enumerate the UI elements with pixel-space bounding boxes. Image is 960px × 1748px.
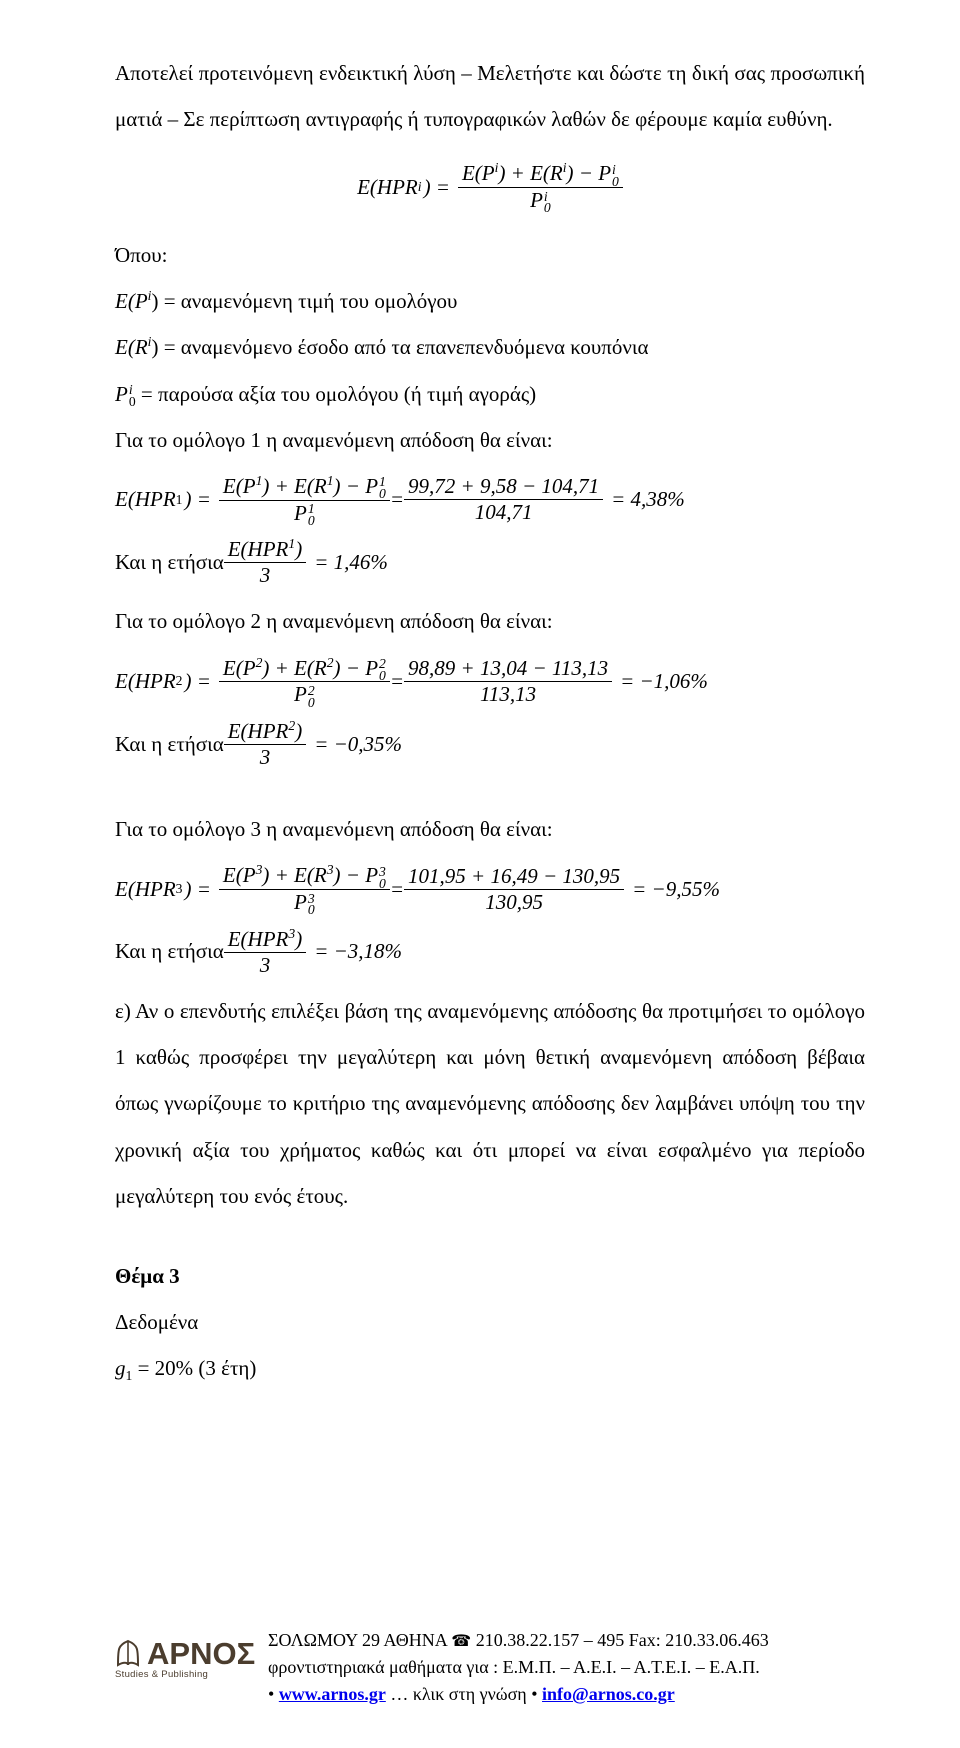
bond1-intro: Για το ομόλογο 1 η αναμενόμενη απόδοση θ… bbox=[115, 417, 865, 463]
bond1-annual: Και η ετήσια E(HPR1) 3 = 1,46% bbox=[115, 536, 865, 588]
main-formula: E(HPR i ) = E(Pi) + E(Ri) − Pi0 Pi0 bbox=[115, 160, 865, 214]
book-icon bbox=[115, 1639, 141, 1669]
topic-3-title: Θέμα 3 bbox=[115, 1253, 865, 1299]
logo-main-text: ΑΡΝΟΣ bbox=[147, 1638, 255, 1669]
g1-line: g1 = 20% (3 έτη) bbox=[115, 1345, 865, 1391]
arnos-logo: ΑΡΝΟΣ Studies & Publishing bbox=[115, 1627, 250, 1691]
bond2-intro: Για το ομόλογο 2 η αναμενόμενη απόδοση θ… bbox=[115, 598, 865, 644]
footer-line2: φροντιστηριακά μαθήματα για : Ε.Μ.Π. – Α… bbox=[268, 1654, 769, 1681]
bond2-annual: Και η ετήσια E(HPR2) 3 = −0,35% bbox=[115, 718, 865, 770]
def-epi: E(Pi) = αναμενόμενη τιμή του ομολόγου bbox=[115, 278, 865, 324]
bond3-intro: Για το ομόλογο 3 η αναμενόμενη απόδοση θ… bbox=[115, 806, 865, 852]
phone-icon: ☎ bbox=[451, 1633, 471, 1650]
footer-mid: … κλικ στη γνώση bbox=[390, 1684, 531, 1704]
bond3-formula: E(HPR3) = E(P3) + E(R3) − P30 P30 = 101,… bbox=[115, 862, 865, 916]
footer-url[interactable]: www.arnos.gr bbox=[279, 1684, 386, 1704]
main-formula-frac: E(Pi) + E(Ri) − Pi0 Pi0 bbox=[458, 160, 623, 214]
main-formula-lhs-sup: i bbox=[418, 179, 422, 195]
bond2-formula: E(HPR2) = E(P2) + E(R2) − P20 P20 = 98,8… bbox=[115, 655, 865, 709]
where-label: Όπου: bbox=[115, 232, 865, 278]
main-formula-lhs: E(HPR bbox=[357, 175, 418, 200]
footer-phones: 210.38.22.157 – 495 Fax: 210.33.06.463 bbox=[476, 1630, 769, 1650]
given-label: Δεδομένα bbox=[115, 1299, 865, 1345]
main-formula-lhs-close: ) = bbox=[422, 175, 450, 200]
def-p0i: Pi0 = παρούσα αξία του ομολόγου (ή τιμή … bbox=[115, 371, 865, 417]
paragraph-e: ε) Αν ο επενδυτής επιλέξει βάση της αναμ… bbox=[115, 988, 865, 1219]
def-eri: E(Ri) = αναμενόμενο έσοδο από τα επανεπε… bbox=[115, 324, 865, 370]
header-warning: Αποτελεί προτεινόμενη ενδεικτική λύση – … bbox=[115, 50, 865, 142]
footer-text: ΣΟΛΩΜΟΥ 29 ΑΘΗΝΑ ☎ 210.38.22.157 – 495 F… bbox=[268, 1627, 769, 1708]
footer-email[interactable]: info@arnos.co.gr bbox=[542, 1684, 675, 1704]
footer-address: ΣΟΛΩΜΟΥ 29 ΑΘΗΝΑ bbox=[268, 1630, 451, 1650]
bond1-formula: E(HPR1) = E(P1) + E(R1) − P10 P10 = 99,7… bbox=[115, 473, 865, 527]
page: Αποτελεί προτεινόμενη ενδεικτική λύση – … bbox=[0, 0, 960, 1748]
page-footer: ΑΡΝΟΣ Studies & Publishing ΣΟΛΩΜΟΥ 29 ΑΘ… bbox=[115, 1627, 865, 1708]
logo-sub-text: Studies & Publishing bbox=[115, 1670, 255, 1680]
bond3-annual: Και η ετήσια E(HPR3) 3 = −3,18% bbox=[115, 926, 865, 978]
